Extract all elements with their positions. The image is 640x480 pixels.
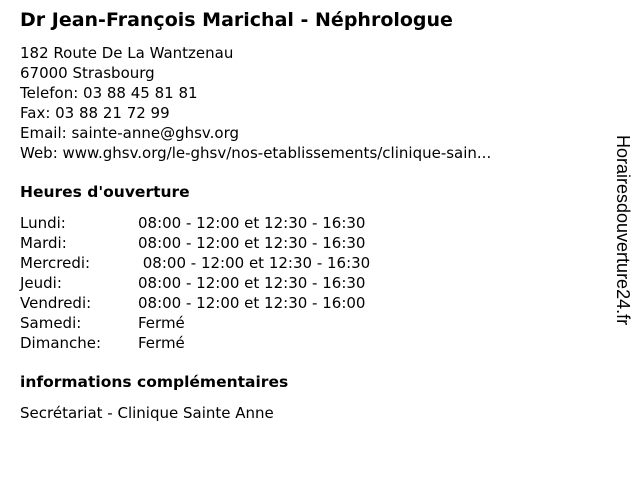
time: 08:00 - 12:00 et 12:30 - 16:30 (138, 254, 371, 272)
time: 08:00 - 12:00 et 12:30 - 16:00 (138, 294, 366, 312)
day: Vendredi: (20, 294, 92, 312)
hours-row: Mardi: 08:00 - 12:00 et 12:30 - 16:30 (20, 233, 370, 253)
hours-row: Mercredi: 08:00 - 12:00 et 12:30 - 16:30 (20, 253, 370, 273)
hours-row: Vendredi: 08:00 - 12:00 et 12:30 - 16:00 (20, 293, 370, 313)
extra-info-text: Secrétariat - Clinique Sainte Anne (20, 404, 274, 422)
day: Mardi: (20, 234, 67, 252)
city: 67000 Strasbourg (20, 64, 155, 82)
page-title: Dr Jean-François Marichal - Néphrologue (20, 9, 453, 31)
day: Jeudi: (20, 274, 62, 292)
website: Web: www.ghsv.org/le-ghsv/nos-etablissem… (20, 144, 492, 162)
email: Email: sainte-anne@ghsv.org (20, 124, 240, 142)
day: Dimanche: (20, 334, 102, 352)
day: Samedi: (20, 314, 82, 332)
hours-row: Jeudi: 08:00 - 12:00 et 12:30 - 16:30 (20, 273, 370, 293)
address: 182 Route De La Wantzenau (20, 44, 234, 62)
time: 08:00 - 12:00 et 12:30 - 16:30 (138, 234, 366, 252)
hours-row: Lundi: 08:00 - 12:00 et 12:30 - 16:30 (20, 213, 370, 233)
extra-info-heading: informations complémentaires (20, 373, 289, 391)
time: Fermé (138, 314, 185, 332)
hours-heading: Heures d'ouverture (20, 183, 190, 201)
time: 08:00 - 12:00 et 12:30 - 16:30 (138, 274, 366, 292)
contact-info: 182 Route De La Wantzenau 67000 Strasbou… (20, 43, 491, 163)
watermark: Horairesdouverture24.fr (613, 135, 633, 326)
phone: Telefon: 03 88 45 81 81 (20, 84, 198, 102)
hours-table: Lundi: 08:00 - 12:00 et 12:30 - 16:30 Mar… (20, 213, 370, 353)
fax: Fax: 03 88 21 72 99 (20, 104, 170, 122)
hours-row: Dimanche: Fermé (20, 333, 370, 353)
hours-row: Samedi: Fermé (20, 313, 370, 333)
day: Lundi: (20, 214, 66, 232)
time: Fermé (138, 334, 185, 352)
day: Mercredi: (20, 254, 91, 272)
time: 08:00 - 12:00 et 12:30 - 16:30 (138, 214, 366, 232)
